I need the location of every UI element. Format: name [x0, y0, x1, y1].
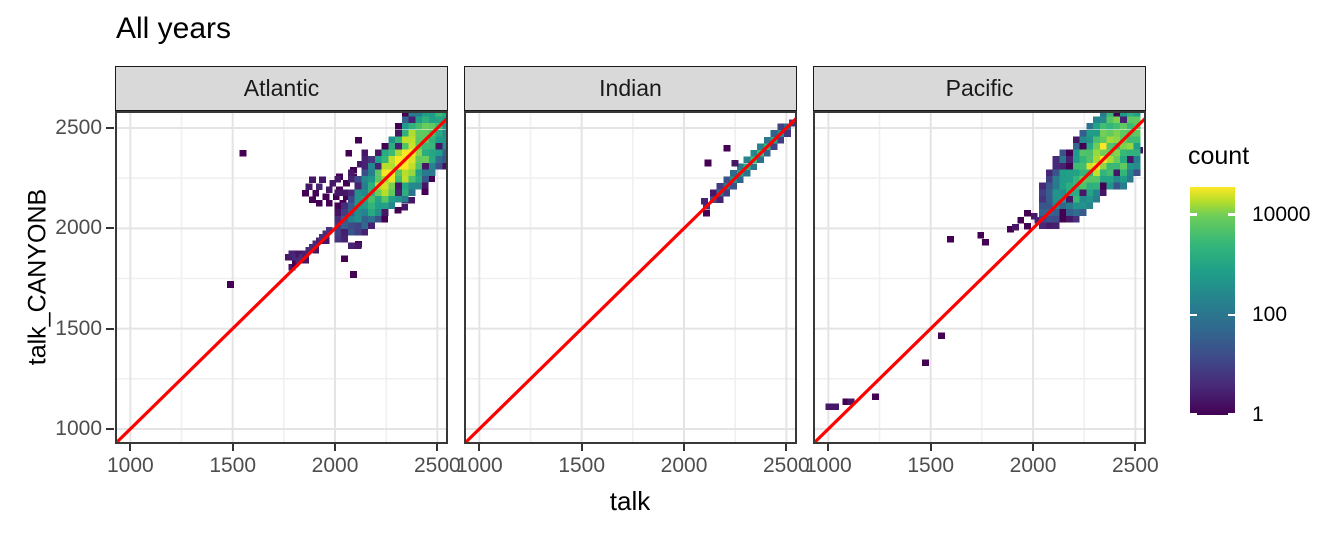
x-tick-label: 2000 — [1009, 454, 1057, 477]
x-tick-label: 2500 — [413, 454, 461, 477]
legend-tick-mark — [1228, 313, 1235, 317]
x-tick-label: 1500 — [558, 454, 606, 477]
x-tick-label: 1500 — [209, 454, 257, 477]
y-tick-mark — [106, 227, 114, 230]
legend-tick-label: 1 — [1252, 403, 1264, 426]
x-tick-label: 2500 — [1111, 454, 1159, 477]
x-tick-mark — [436, 444, 439, 451]
x-tick-label: 2500 — [762, 454, 810, 477]
facet-panel-pacific — [811, 76, 1148, 446]
facet-label: Pacific — [945, 75, 1014, 101]
x-tick-mark — [929, 444, 932, 451]
legend-tick-label: 10000 — [1252, 202, 1311, 226]
x-tick-mark — [478, 444, 481, 451]
x-tick-mark — [580, 444, 583, 451]
legend-tick-mark — [1190, 412, 1197, 415]
panel-canvas-indian — [462, 111, 799, 446]
y-tick-label: 1500 — [55, 316, 102, 340]
legend-colorbar — [1190, 187, 1235, 415]
panel-canvas-pacific — [811, 76, 1148, 446]
x-tick-label: 1000 — [455, 454, 503, 477]
legend-tick-mark — [1190, 213, 1197, 216]
x-tick-label: 2000 — [660, 454, 708, 477]
facet-label: Indian — [599, 75, 662, 101]
x-tick-mark — [1032, 444, 1035, 451]
legend-title: count — [1188, 142, 1250, 170]
plot-title: All years — [116, 12, 232, 45]
facet-strip-atlantic: Atlantic — [115, 66, 448, 111]
legend-tick-mark — [1228, 412, 1235, 415]
panel-canvas-atlantic — [113, 70, 450, 446]
x-axis-title: talk — [609, 486, 651, 516]
facet-label: Atlantic — [243, 75, 320, 101]
legend-tick-label: 100 — [1252, 302, 1288, 326]
x-tick-mark — [334, 444, 337, 451]
x-tick-label: 1500 — [907, 454, 955, 477]
x-tick-mark — [827, 444, 830, 451]
facet-panel-indian — [462, 111, 799, 446]
x-tick-label: 1000 — [106, 454, 154, 477]
legend-tick-mark — [1190, 313, 1197, 317]
facet-strip-pacific: Pacific — [813, 66, 1146, 111]
facet-panel-atlantic — [113, 70, 450, 446]
x-tick-mark — [683, 444, 686, 451]
x-tick-mark — [785, 444, 788, 451]
x-tick-mark — [1134, 444, 1137, 451]
y-tick-label: 1000 — [55, 416, 102, 440]
x-tick-mark — [231, 444, 234, 451]
y-tick-mark — [106, 127, 114, 130]
y-tick-label: 2000 — [55, 216, 102, 240]
x-tick-label: 1000 — [804, 454, 852, 477]
facet-strip-indian: Indian — [464, 66, 797, 111]
legend-tick-mark — [1228, 213, 1235, 216]
x-tick-mark — [129, 444, 132, 451]
y-tick-mark — [106, 427, 114, 430]
x-tick-label: 2000 — [311, 454, 359, 477]
y-tick-mark — [106, 327, 114, 330]
y-tick-label: 2500 — [55, 116, 102, 140]
